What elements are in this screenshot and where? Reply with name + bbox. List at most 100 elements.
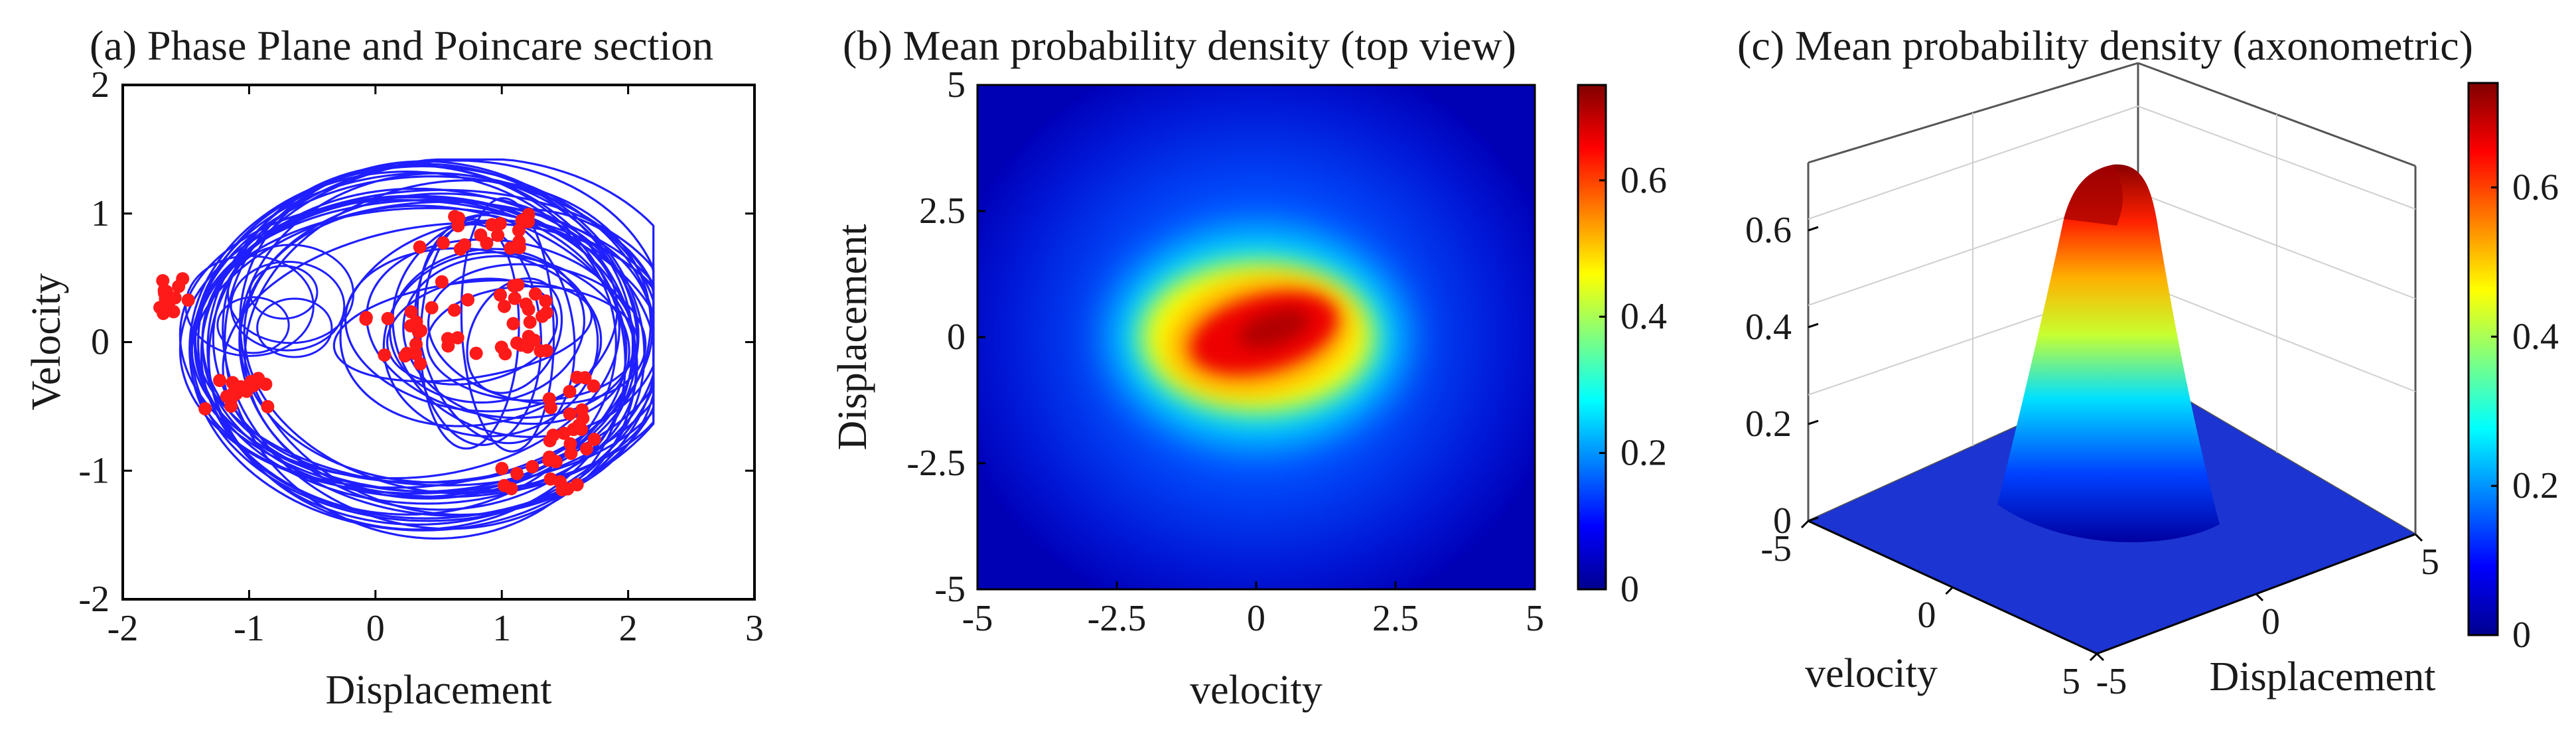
trajectory-loop xyxy=(226,244,355,344)
trajectory-loop xyxy=(216,296,290,354)
x-tick-label: 0 xyxy=(366,608,385,649)
y-tick-label: -2 xyxy=(78,579,109,620)
y-tick-label: 2 xyxy=(91,64,109,106)
poincare-point xyxy=(510,336,524,350)
trajectory-loop xyxy=(188,165,655,532)
panel-b-ticks: -5 -2.5 0 2.5 5 -5 -2.5 0 2.5 5 xyxy=(906,64,1544,639)
panel-a-ylabel: Velocity xyxy=(24,273,69,411)
poincare-point xyxy=(404,305,418,319)
panel-b-title: (b) Mean probability density (top view) xyxy=(843,22,1516,69)
poincare-point xyxy=(528,287,542,301)
poincare-point xyxy=(381,311,395,325)
x-tick-label: -2.5 xyxy=(1088,598,1147,639)
poincare-point xyxy=(435,275,449,289)
y-tick-label: 0 xyxy=(947,317,966,358)
poincare-point xyxy=(448,210,462,224)
panel-b-colorbar xyxy=(1577,84,1607,591)
panel-c-colorbar xyxy=(2467,82,2499,636)
x-tick-label: 5 xyxy=(2062,661,2080,702)
x-tick-label: 0 xyxy=(1918,595,1936,636)
z-tick-label: 0.6 xyxy=(1745,210,1792,251)
poincare-point xyxy=(587,379,601,393)
poincare-point xyxy=(493,288,507,302)
poincare-point xyxy=(436,236,450,250)
panel-b-ylabel: Displacement xyxy=(830,224,875,451)
y-tick-label: -5 xyxy=(934,569,966,610)
poincare-point xyxy=(181,293,195,307)
poincare-point xyxy=(495,461,509,475)
poincare-point xyxy=(491,228,505,242)
trajectory-loop xyxy=(256,297,333,358)
panel-c-ticks: 00.20.40.6-505 -505 xyxy=(1745,210,2439,702)
x-tick-label: 0 xyxy=(1247,598,1265,639)
poincare-point xyxy=(508,291,522,305)
density-heatmap xyxy=(977,85,1535,589)
z-tick-label: 0.4 xyxy=(1745,307,1792,348)
poincare-point xyxy=(451,330,465,344)
y-tick xyxy=(2414,533,2423,542)
trajectory-loop xyxy=(382,251,599,437)
x-tick-label: -1 xyxy=(234,608,265,649)
poincare-point xyxy=(506,317,520,330)
poincare-point xyxy=(409,337,423,351)
poincare-point xyxy=(546,428,560,442)
surface-peak xyxy=(1997,164,2220,543)
y-tick-label: 5 xyxy=(947,64,966,106)
y-tick-label: 0 xyxy=(91,322,109,363)
poincare-point xyxy=(578,371,592,385)
z-tick xyxy=(1808,323,1819,329)
poincare-point xyxy=(425,301,439,315)
poincare-point xyxy=(539,344,553,358)
z-tick xyxy=(1808,226,1819,232)
y-tick-label: 1 xyxy=(91,193,109,234)
poincare-point xyxy=(519,297,533,311)
x-tick-label: 5 xyxy=(1526,598,1544,639)
y-tick xyxy=(2096,652,2105,662)
poincare-point xyxy=(570,478,584,492)
panel-c: (c) Mean probability density (axonometri… xyxy=(1737,22,2559,702)
poincare-point xyxy=(413,357,427,371)
x-tick xyxy=(2089,652,2098,662)
y-tick-label: 0 xyxy=(2261,601,2280,642)
poincare-point xyxy=(511,278,525,292)
x-tick xyxy=(1945,586,1954,595)
poincare-point xyxy=(168,291,182,305)
poincare-point xyxy=(261,400,275,413)
poincare-point xyxy=(156,273,170,287)
x-tick-label: -2 xyxy=(107,608,139,649)
colorbar-tick-label: 0.4 xyxy=(1620,296,1667,337)
poincare-point xyxy=(413,240,427,254)
y-tick-label: 2.5 xyxy=(919,190,966,232)
z-tick xyxy=(1808,419,1819,425)
x-tick-label: -5 xyxy=(1760,528,1792,569)
x-tick-label: 1 xyxy=(492,608,511,649)
poincare-points xyxy=(153,208,601,496)
poincare-point xyxy=(579,442,593,456)
y-tick-label: -5 xyxy=(2096,661,2127,702)
colorbar-tick-label: 0.2 xyxy=(2512,465,2559,506)
panel-b-colorbar-ticks: 0 0.2 0.4 0.6 xyxy=(1599,160,1667,610)
z-tick-label: 0.2 xyxy=(1745,404,1792,445)
poincare-point xyxy=(226,387,240,401)
poincare-point xyxy=(526,460,539,474)
poincare-point xyxy=(543,472,557,486)
poincare-point xyxy=(563,407,577,421)
poincare-point xyxy=(461,293,475,307)
poincare-point xyxy=(564,447,578,461)
poincare-point xyxy=(251,372,265,386)
colorbar-tick-label: 0.4 xyxy=(2512,316,2559,357)
poincare-point xyxy=(198,402,212,415)
poincare-point xyxy=(542,392,556,406)
poincare-point xyxy=(542,450,556,464)
x-tick-label: 3 xyxy=(745,608,764,649)
colorbar-tick-label: 0 xyxy=(1620,569,1639,610)
poincare-point xyxy=(378,348,392,362)
x-tick-label: -5 xyxy=(962,598,993,639)
poincare-point xyxy=(563,437,577,451)
poincare-point xyxy=(587,432,601,446)
x-tick-label: 2.5 xyxy=(1372,598,1419,639)
poincare-point xyxy=(536,309,549,323)
poincare-point xyxy=(447,303,461,317)
panel-c-xlabel: velocity xyxy=(1805,651,1938,696)
